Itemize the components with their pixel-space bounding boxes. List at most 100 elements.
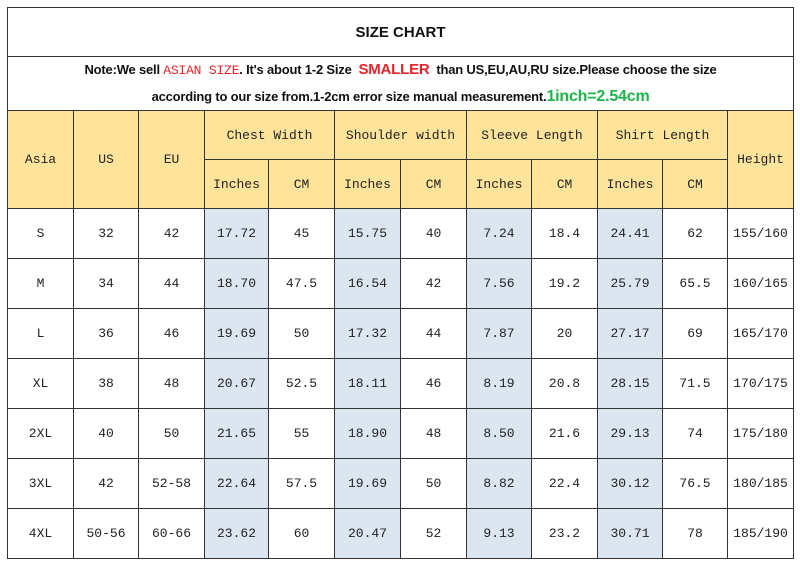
us-size-cell: 42 — [73, 458, 139, 509]
shirt-cm-cell: 71.5 — [662, 358, 728, 409]
asia-size-cell: 3XL — [7, 458, 74, 509]
eu-size-cell: 44 — [138, 258, 205, 309]
sleeve-cm-cell: 22.4 — [531, 458, 598, 509]
header-cm: CM — [268, 159, 335, 209]
height-cell: 155/160 — [726, 208, 795, 259]
conversion-highlight: 1inch=2.54cm — [546, 88, 650, 105]
shoulder-inches-cell: 18.90 — [334, 408, 401, 459]
us-size-cell: 38 — [73, 358, 139, 409]
shoulder-cm-cell: 44 — [400, 308, 467, 359]
chest-inches-cell: 20.67 — [204, 358, 269, 409]
sleeve-inches-cell: 7.56 — [466, 258, 532, 309]
note-text: . It's about 1-2 Size — [239, 62, 356, 77]
chest-inches-cell: 18.70 — [204, 258, 269, 309]
header-asia: Asia — [7, 110, 74, 209]
header-shirt-length: Shirt Length — [597, 110, 728, 160]
shoulder-inches-cell: 19.69 — [334, 458, 401, 509]
sleeve-inches-cell: 8.50 — [466, 408, 532, 459]
header-inches: Inches — [597, 159, 663, 209]
header-cm: CM — [662, 159, 728, 209]
shoulder-cm-cell: 40 — [400, 208, 467, 259]
shoulder-inches-cell: 20.47 — [334, 508, 401, 559]
shirt-cm-cell: 78 — [662, 508, 728, 559]
sleeve-cm-cell: 18.4 — [531, 208, 598, 259]
chest-cm-cell: 55 — [268, 408, 335, 459]
table-row: 2XL 40 50 21.65 55 18.90 48 8.50 21.6 29.13 74 175/… — [7, 408, 795, 459]
shirt-inches-cell: 28.15 — [597, 358, 663, 409]
note-text: than US,EU,AU,RU size.Please choose the … — [432, 62, 717, 77]
chest-cm-cell: 45 — [268, 208, 335, 259]
height-cell: 175/180 — [726, 408, 795, 459]
shirt-inches-cell: 30.71 — [597, 508, 663, 559]
sleeve-cm-cell: 20.8 — [531, 358, 598, 409]
header-eu: EU — [138, 110, 205, 209]
table-row: L 36 46 19.69 50 17.32 44 7.87 20 27.17 69 165/170 — [7, 308, 795, 359]
shirt-inches-cell: 24.41 — [597, 208, 663, 259]
sleeve-inches-cell: 8.19 — [466, 358, 532, 409]
chest-cm-cell: 47.5 — [268, 258, 335, 309]
chest-cm-cell: 57.5 — [268, 458, 335, 509]
shoulder-cm-cell: 42 — [400, 258, 467, 309]
asia-size-cell: 2XL — [7, 408, 74, 459]
shirt-inches-cell: 25.79 — [597, 258, 663, 309]
header-chest-width: Chest Width — [204, 110, 335, 160]
shirt-cm-cell: 74 — [662, 408, 728, 459]
sleeve-inches-cell: 7.24 — [466, 208, 532, 259]
shoulder-inches-cell: 17.32 — [334, 308, 401, 359]
sleeve-cm-cell: 20 — [531, 308, 598, 359]
shirt-inches-cell: 30.12 — [597, 458, 663, 509]
shoulder-cm-cell: 50 — [400, 458, 467, 509]
header-inches: Inches — [334, 159, 401, 209]
height-cell: 165/170 — [726, 308, 795, 359]
table-row: S 32 42 17.72 45 15.75 40 7.24 18.4 24.41 62 155/16… — [7, 208, 795, 259]
eu-size-cell: 60-66 — [138, 508, 205, 559]
sleeve-cm-cell: 19.2 — [531, 258, 598, 309]
chest-inches-cell: 22.64 — [204, 458, 269, 509]
sleeve-inches-cell: 9.13 — [466, 508, 532, 559]
table-row: 4XL 50-56 60-66 23.62 60 20.47 52 9.13 23.2 30.71… — [7, 508, 795, 559]
size-note: Note:We sell ASIAN SIZE. It's about 1-2 … — [6, 56, 795, 111]
shoulder-inches-cell: 15.75 — [334, 208, 401, 259]
sleeve-inches-cell: 8.82 — [466, 458, 532, 509]
height-cell: 185/190 — [726, 508, 795, 559]
eu-size-cell: 42 — [138, 208, 205, 259]
chest-cm-cell: 52.5 — [268, 358, 335, 409]
us-size-cell: 36 — [73, 308, 139, 359]
shirt-cm-cell: 69 — [662, 308, 728, 359]
header-shoulder-width: Shoulder width — [334, 110, 467, 160]
shoulder-inches-cell: 16.54 — [334, 258, 401, 309]
asia-size-cell: XL — [7, 358, 74, 409]
header-inches: Inches — [204, 159, 269, 209]
height-cell: 180/185 — [726, 458, 795, 509]
table-row: XL 38 48 20.67 52.5 18.11 46 8.19 20.8 28.15 71.5 1… — [7, 358, 795, 409]
shirt-cm-cell: 62 — [662, 208, 728, 259]
us-size-cell: 34 — [73, 258, 139, 309]
header-cm: CM — [531, 159, 598, 209]
height-cell: 160/165 — [726, 258, 795, 309]
shoulder-inches-cell: 18.11 — [334, 358, 401, 409]
sleeve-cm-cell: 23.2 — [531, 508, 598, 559]
height-cell: 170/175 — [726, 358, 795, 409]
note-text: according to our size from.1-2cm error s… — [151, 89, 547, 104]
eu-size-cell: 48 — [138, 358, 205, 409]
header-cm: CM — [400, 159, 467, 209]
chest-inches-cell: 19.69 — [204, 308, 269, 359]
chest-inches-cell: 23.62 — [204, 508, 269, 559]
shirt-cm-cell: 65.5 — [662, 258, 728, 309]
chest-cm-cell: 50 — [268, 308, 335, 359]
smaller-highlight: SMALLER — [358, 61, 430, 78]
size-chart: SIZE CHART Note:We sell ASIAN SIZE. It's… — [6, 7, 795, 559]
shoulder-cm-cell: 52 — [400, 508, 467, 559]
header-sleeve-length: Sleeve Length — [466, 110, 598, 160]
shoulder-cm-cell: 46 — [400, 358, 467, 409]
chart-title: SIZE CHART — [6, 7, 795, 57]
eu-size-cell: 52-58 — [138, 458, 205, 509]
sleeve-inches-cell: 7.87 — [466, 308, 532, 359]
shirt-cm-cell: 76.5 — [662, 458, 728, 509]
asia-size-cell: L — [7, 308, 74, 359]
chest-cm-cell: 60 — [268, 508, 335, 559]
us-size-cell: 40 — [73, 408, 139, 459]
header-us: US — [73, 110, 139, 209]
chest-inches-cell: 21.65 — [204, 408, 269, 459]
us-size-cell: 50-56 — [73, 508, 139, 559]
